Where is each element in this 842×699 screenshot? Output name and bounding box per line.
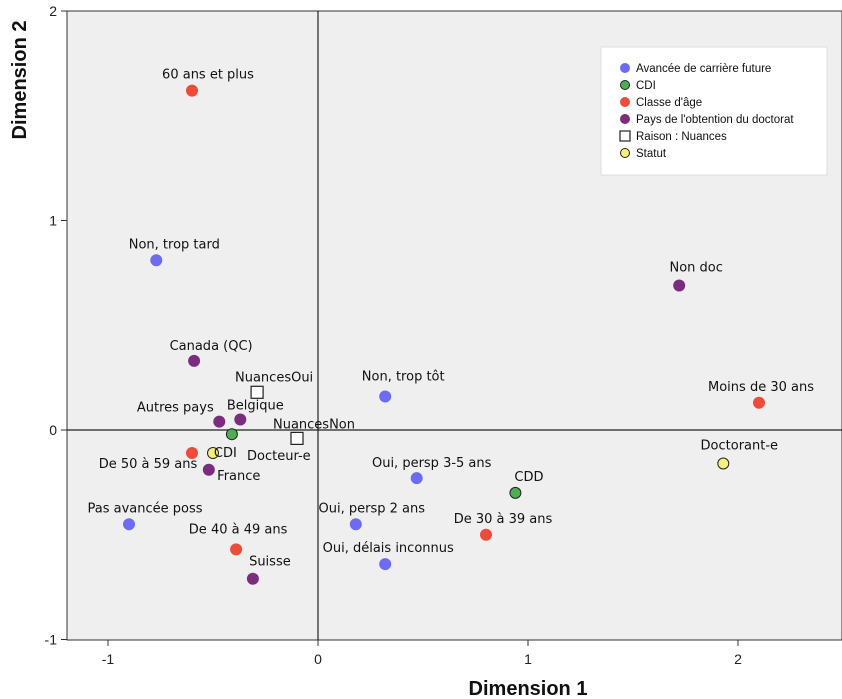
point-de-30-a-39-ans: [480, 528, 492, 541]
x-tick-label: 2: [734, 651, 742, 667]
y-tick-label: -1: [45, 632, 58, 648]
point-non-doc: [673, 279, 686, 292]
legend-marker: [620, 114, 630, 124]
legend-label: CDI: [636, 80, 656, 92]
point-suisse: [246, 572, 259, 585]
label-non-trop-tot: Non, trop tôt: [362, 369, 445, 384]
label-docteur-e: Docteur-e: [247, 449, 311, 464]
axis-ticks: -1 0 1 2 -1 0 1 2: [45, 3, 743, 667]
point-docteur-e: [207, 447, 219, 460]
point-de-50-a-59-ans: [186, 447, 198, 460]
y-tick-label: 1: [49, 213, 57, 229]
label-belgique: Belgique: [227, 399, 284, 414]
legend-label: Classe d'âge: [636, 97, 702, 109]
label-cdd: CDD: [514, 470, 543, 485]
label-doctorant-e: Doctorant-e: [701, 439, 779, 454]
y-tick-label: 2: [49, 3, 57, 19]
point-nuancesnon: [290, 431, 304, 445]
label-suisse: Suisse: [249, 555, 291, 570]
legend-label: Avancée de carrière future: [636, 63, 771, 75]
x-tick-label: 1: [524, 651, 532, 667]
point-60-ans-et-plus: [186, 84, 198, 97]
label-cdi: CDI: [214, 446, 237, 461]
point-de-40-a-49-ans: [230, 543, 243, 556]
label-60-ans-et-plus: 60 ans et plus: [162, 68, 254, 83]
point-moins-de-30-ans: [753, 396, 765, 409]
point-oui-persp-3-5-ans: [410, 472, 423, 485]
label-nuancesnon: NuancesNon: [273, 417, 355, 432]
legend-label: Pays de l'obtention du doctorat: [636, 114, 794, 126]
point-non-trop-tot: [379, 390, 392, 403]
x-axis-title: Dimension 1: [469, 678, 588, 699]
legend-label: Raison : Nuances: [636, 131, 727, 143]
label-de-40-a-49-ans: De 40 à 49 ans: [189, 522, 288, 537]
label-oui-persp-2-ans: Oui, persp 2 ans: [319, 501, 426, 516]
label-oui-delais-inconnus: Oui, délais inconnus: [323, 541, 454, 556]
data-points: [123, 84, 765, 585]
legend-marker: [620, 148, 630, 158]
legend-box: [600, 46, 828, 176]
y-tick-label: 0: [49, 422, 57, 438]
legend-marker: [619, 130, 631, 142]
point-cdi: [225, 428, 238, 441]
label-pas-avancee-poss: Pas avancée poss: [87, 501, 202, 516]
label-nuancesoui: NuancesOui: [235, 370, 313, 385]
reference-lines: [67, 11, 842, 640]
legend-marker: [620, 80, 630, 90]
point-labels: Non, trop tard Non, trop tôt Oui, persp 3-…: [87, 68, 814, 570]
label-de-50-a-59-ans: De 50 à 59 ans: [99, 457, 198, 472]
legend-marker: [620, 63, 630, 73]
point-france: [202, 463, 215, 476]
x-tick-label: 0: [314, 651, 322, 667]
label-oui-persp-3-5-ans: Oui, persp 3-5 ans: [372, 456, 492, 471]
point-pas-avancee-poss: [123, 518, 135, 531]
label-canada-qc: Canada (QC): [170, 339, 253, 354]
legend-label: Statut: [636, 148, 667, 160]
label-non-trop-tard: Non, trop tard: [129, 237, 220, 252]
point-doctorant-e: [717, 457, 730, 470]
label-de-30-a-39-ans: De 30 à 39 ans: [454, 512, 553, 527]
point-non-trop-tard: [150, 254, 163, 267]
point-oui-persp-2-ans: [349, 518, 362, 531]
label-non-doc: Non doc: [669, 260, 722, 275]
point-cdd: [509, 486, 522, 499]
point-autres-pays: [213, 415, 226, 428]
label-moins-de-30-ans: Moins de 30 ans: [708, 380, 814, 395]
point-belgique: [234, 413, 247, 426]
legend: Avancée de carrière future CDI Classe d'âg…: [600, 46, 828, 176]
point-canada-qc: [188, 354, 201, 367]
label-autres-pays: Autres pays: [137, 401, 214, 416]
x-tick-label: -1: [102, 651, 115, 667]
legend-marker: [620, 97, 630, 107]
point-oui-delais-inconnus: [379, 558, 392, 571]
label-france: France: [217, 469, 260, 484]
y-axis-title: Dimension 2: [9, 21, 31, 140]
point-nuancesoui: [250, 385, 264, 399]
